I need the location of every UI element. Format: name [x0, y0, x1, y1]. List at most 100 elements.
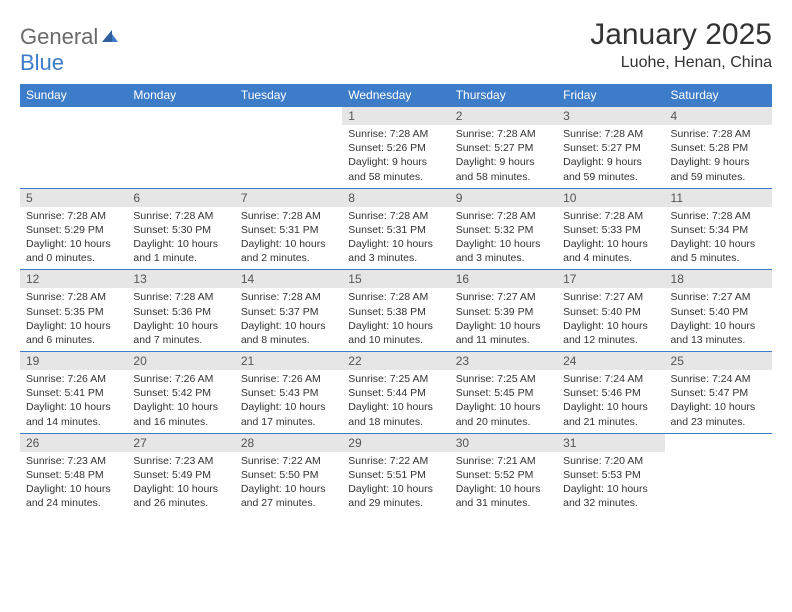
sunset-text: Sunset: 5:35 PM [26, 305, 121, 319]
sunrise-text: Sunrise: 7:28 AM [348, 290, 443, 304]
sunrise-text: Sunrise: 7:22 AM [241, 454, 336, 468]
day-number-cell: 7 [235, 188, 342, 207]
calendar-table: SundayMondayTuesdayWednesdayThursdayFrid… [20, 84, 772, 514]
daylight-text: Daylight: 10 hours and 5 minutes. [671, 237, 766, 265]
weekday-header: Friday [557, 84, 664, 107]
day-content-cell: Sunrise: 7:22 AMSunset: 5:50 PMDaylight:… [235, 452, 342, 515]
day-content-cell [20, 125, 127, 188]
day-content-cell: Sunrise: 7:25 AMSunset: 5:44 PMDaylight:… [342, 370, 449, 433]
sunset-text: Sunset: 5:31 PM [241, 223, 336, 237]
day-content-cell: Sunrise: 7:24 AMSunset: 5:46 PMDaylight:… [557, 370, 664, 433]
daylight-text: Daylight: 10 hours and 3 minutes. [456, 237, 551, 265]
day-number-cell: 28 [235, 433, 342, 452]
sunset-text: Sunset: 5:51 PM [348, 468, 443, 482]
sunset-text: Sunset: 5:34 PM [671, 223, 766, 237]
logo-word2: Blue [20, 50, 64, 75]
day-number-cell: 18 [665, 270, 772, 289]
daylight-text: Daylight: 10 hours and 13 minutes. [671, 319, 766, 347]
day-content-cell: Sunrise: 7:22 AMSunset: 5:51 PMDaylight:… [342, 452, 449, 515]
sunrise-text: Sunrise: 7:28 AM [26, 209, 121, 223]
day-number-cell: 29 [342, 433, 449, 452]
sunset-text: Sunset: 5:53 PM [563, 468, 658, 482]
sunrise-text: Sunrise: 7:24 AM [671, 372, 766, 386]
day-content-row: Sunrise: 7:28 AMSunset: 5:35 PMDaylight:… [20, 288, 772, 351]
sunset-text: Sunset: 5:32 PM [456, 223, 551, 237]
sunrise-text: Sunrise: 7:28 AM [133, 209, 228, 223]
day-number-cell: 22 [342, 352, 449, 371]
sunrise-text: Sunrise: 7:24 AM [563, 372, 658, 386]
daylight-text: Daylight: 10 hours and 6 minutes. [26, 319, 121, 347]
sunset-text: Sunset: 5:31 PM [348, 223, 443, 237]
sunrise-text: Sunrise: 7:26 AM [26, 372, 121, 386]
sunset-text: Sunset: 5:44 PM [348, 386, 443, 400]
sunrise-text: Sunrise: 7:28 AM [563, 209, 658, 223]
day-number-cell: 16 [450, 270, 557, 289]
day-content-row: Sunrise: 7:23 AMSunset: 5:48 PMDaylight:… [20, 452, 772, 515]
month-title: January 2025 [590, 18, 772, 52]
sunset-text: Sunset: 5:50 PM [241, 468, 336, 482]
sunrise-text: Sunrise: 7:26 AM [241, 372, 336, 386]
day-number-cell: 8 [342, 188, 449, 207]
day-number-cell: 10 [557, 188, 664, 207]
sunrise-text: Sunrise: 7:27 AM [456, 290, 551, 304]
daylight-text: Daylight: 10 hours and 24 minutes. [26, 482, 121, 510]
weekday-header: Wednesday [342, 84, 449, 107]
daylight-text: Daylight: 10 hours and 20 minutes. [456, 400, 551, 428]
day-number-cell: 6 [127, 188, 234, 207]
sunrise-text: Sunrise: 7:28 AM [456, 127, 551, 141]
sunset-text: Sunset: 5:48 PM [26, 468, 121, 482]
day-content-cell: Sunrise: 7:26 AMSunset: 5:43 PMDaylight:… [235, 370, 342, 433]
logo-sail-icon [100, 24, 120, 50]
sunset-text: Sunset: 5:47 PM [671, 386, 766, 400]
day-number-cell: 13 [127, 270, 234, 289]
day-content-cell: Sunrise: 7:28 AMSunset: 5:37 PMDaylight:… [235, 288, 342, 351]
day-number-cell: 3 [557, 107, 664, 126]
daylight-text: Daylight: 10 hours and 10 minutes. [348, 319, 443, 347]
day-content-row: Sunrise: 7:26 AMSunset: 5:41 PMDaylight:… [20, 370, 772, 433]
day-content-cell: Sunrise: 7:27 AMSunset: 5:39 PMDaylight:… [450, 288, 557, 351]
daylight-text: Daylight: 10 hours and 21 minutes. [563, 400, 658, 428]
sunset-text: Sunset: 5:49 PM [133, 468, 228, 482]
sunset-text: Sunset: 5:28 PM [671, 141, 766, 155]
day-content-cell: Sunrise: 7:28 AMSunset: 5:32 PMDaylight:… [450, 207, 557, 270]
daylight-text: Daylight: 10 hours and 4 minutes. [563, 237, 658, 265]
sunrise-text: Sunrise: 7:28 AM [241, 209, 336, 223]
weekday-header: Monday [127, 84, 234, 107]
day-number-cell: 2 [450, 107, 557, 126]
weekday-header-row: SundayMondayTuesdayWednesdayThursdayFrid… [20, 84, 772, 107]
day-content-cell: Sunrise: 7:26 AMSunset: 5:41 PMDaylight:… [20, 370, 127, 433]
day-number-cell: 4 [665, 107, 772, 126]
header: General Blue January 2025 Luohe, Henan, … [20, 18, 772, 76]
sunset-text: Sunset: 5:45 PM [456, 386, 551, 400]
location: Luohe, Henan, China [590, 54, 772, 72]
daylight-text: Daylight: 9 hours and 58 minutes. [348, 155, 443, 183]
sunrise-text: Sunrise: 7:28 AM [26, 290, 121, 304]
day-content-cell: Sunrise: 7:28 AMSunset: 5:31 PMDaylight:… [235, 207, 342, 270]
daylight-text: Daylight: 9 hours and 58 minutes. [456, 155, 551, 183]
sunset-text: Sunset: 5:38 PM [348, 305, 443, 319]
sunrise-text: Sunrise: 7:28 AM [348, 209, 443, 223]
day-number-cell: 20 [127, 352, 234, 371]
sunset-text: Sunset: 5:46 PM [563, 386, 658, 400]
day-content-cell: Sunrise: 7:28 AMSunset: 5:33 PMDaylight:… [557, 207, 664, 270]
day-number-cell: 24 [557, 352, 664, 371]
sunrise-text: Sunrise: 7:28 AM [671, 127, 766, 141]
day-number-row: 262728293031 [20, 433, 772, 452]
daylight-text: Daylight: 10 hours and 3 minutes. [348, 237, 443, 265]
day-number-cell: 27 [127, 433, 234, 452]
daylight-text: Daylight: 10 hours and 16 minutes. [133, 400, 228, 428]
day-number-cell: 1 [342, 107, 449, 126]
sunset-text: Sunset: 5:40 PM [671, 305, 766, 319]
weekday-header: Tuesday [235, 84, 342, 107]
daylight-text: Daylight: 10 hours and 1 minute. [133, 237, 228, 265]
day-content-cell: Sunrise: 7:23 AMSunset: 5:49 PMDaylight:… [127, 452, 234, 515]
sunset-text: Sunset: 5:29 PM [26, 223, 121, 237]
logo-text: General Blue [20, 24, 120, 76]
day-number-cell: 30 [450, 433, 557, 452]
sunset-text: Sunset: 5:41 PM [26, 386, 121, 400]
logo-word1: General [20, 24, 98, 49]
day-content-cell: Sunrise: 7:23 AMSunset: 5:48 PMDaylight:… [20, 452, 127, 515]
day-content-cell: Sunrise: 7:28 AMSunset: 5:27 PMDaylight:… [450, 125, 557, 188]
day-number-row: 19202122232425 [20, 352, 772, 371]
sunrise-text: Sunrise: 7:28 AM [241, 290, 336, 304]
